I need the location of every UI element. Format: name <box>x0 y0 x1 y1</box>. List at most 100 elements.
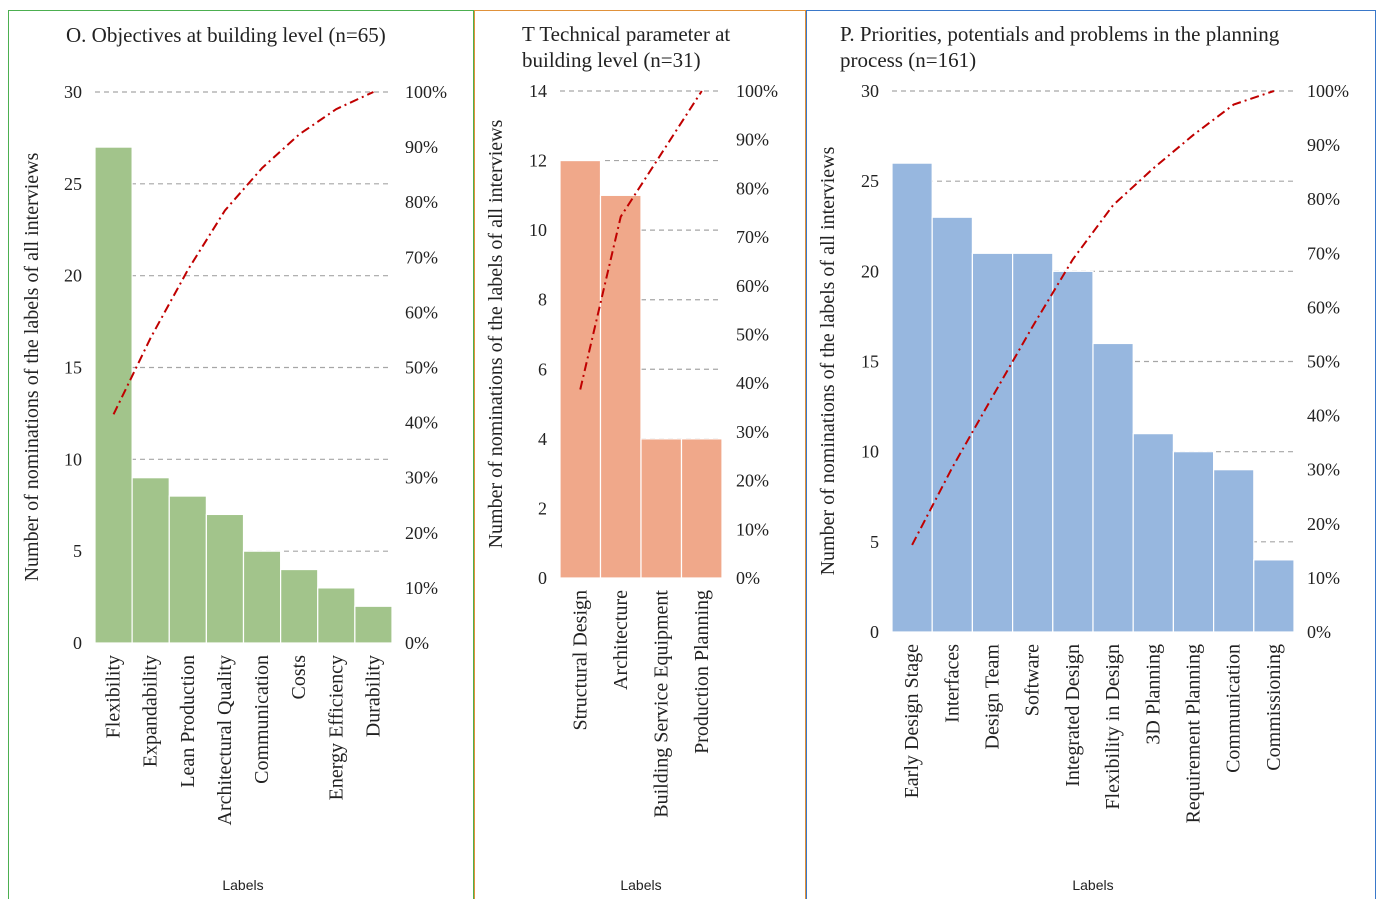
category-label: Interfaces <box>941 644 963 723</box>
bar <box>168 495 207 644</box>
y2-tick-label: 40% <box>405 413 438 433</box>
y-axis-label: Number of nominations of the labels of a… <box>485 119 507 548</box>
y-tick-label: 2 <box>538 498 547 518</box>
y2-tick-label: 40% <box>736 373 769 393</box>
chart-title: T Technical parameter at <box>522 22 730 46</box>
y2-tick-label: 80% <box>1307 189 1340 209</box>
y2-tick-label: 80% <box>736 178 769 198</box>
y2-tick-label: 100% <box>405 82 447 102</box>
y2-tick-label: 90% <box>405 137 438 157</box>
bar <box>599 194 642 579</box>
category-label: Architectural Quality <box>214 655 236 826</box>
category-label: Flexibility <box>103 655 125 738</box>
chart-title: building level (n=31) <box>522 48 701 72</box>
y2-tick-label: 80% <box>405 192 438 212</box>
y2-tick-label: 70% <box>1307 243 1340 263</box>
bar <box>205 513 245 644</box>
bar <box>1092 342 1134 633</box>
y-axis-label: Number of nominations of the labels of a… <box>817 146 839 575</box>
y-tick-label: 30 <box>64 82 82 102</box>
y2-tick-label: 30% <box>405 468 438 488</box>
y2-tick-label: 10% <box>405 578 438 598</box>
category-label: Communication <box>1223 644 1245 773</box>
category-label: Requirement Planning <box>1183 644 1205 823</box>
y-tick-label: 20 <box>64 266 82 286</box>
category-label: Flexibility in Design <box>1102 644 1124 810</box>
y2-tick-label: 90% <box>1307 135 1340 155</box>
y-tick-label: 30 <box>861 81 879 101</box>
bar <box>317 587 356 644</box>
bar <box>1132 433 1174 633</box>
y2-tick-label: 90% <box>736 130 769 150</box>
bar <box>1253 559 1295 633</box>
bar <box>1172 451 1215 633</box>
panel-objectives <box>8 10 474 899</box>
category-label: Architecture <box>610 590 632 690</box>
category-label: Communication <box>251 655 273 784</box>
category-label: Durability <box>362 655 384 737</box>
y-tick-label: 10 <box>64 449 82 469</box>
y2-tick-label: 50% <box>736 325 769 345</box>
category-label: Early Design Stage <box>901 644 923 799</box>
bar <box>971 252 1014 633</box>
x-axis-label: Labels <box>620 877 661 893</box>
bar <box>280 568 319 644</box>
y-tick-label: 10 <box>529 220 547 240</box>
y2-tick-label: 10% <box>736 519 769 539</box>
y-tick-label: 8 <box>538 290 547 310</box>
category-label: Integrated Design <box>1062 644 1084 787</box>
y-tick-label: 15 <box>64 358 82 378</box>
y2-tick-label: 50% <box>1307 352 1340 372</box>
bar <box>1212 469 1255 633</box>
y2-tick-label: 30% <box>1307 460 1340 480</box>
y2-tick-label: 70% <box>405 247 438 267</box>
y-axis-label: Number of nominations of the labels of a… <box>21 152 43 581</box>
bar <box>640 438 683 579</box>
bar <box>242 550 282 644</box>
bar <box>354 605 393 644</box>
category-label: Expandability <box>140 655 162 767</box>
category-label: Commissioning <box>1263 644 1285 771</box>
bar <box>559 159 602 579</box>
chart-title: P. Priorities, potentials and problems i… <box>840 22 1280 46</box>
bar <box>680 438 723 579</box>
y2-tick-label: 50% <box>405 358 438 378</box>
y2-tick-label: 0% <box>736 568 760 588</box>
y-tick-label: 5 <box>73 541 82 561</box>
y2-tick-label: 20% <box>405 523 438 543</box>
y-tick-label: 25 <box>64 174 82 194</box>
y-tick-label: 4 <box>538 429 547 449</box>
cumulative-line <box>579 90 703 390</box>
category-label: 3D Planning <box>1142 644 1164 745</box>
category-label: Building Service Equipment <box>650 590 672 818</box>
y2-tick-label: 20% <box>1307 514 1340 534</box>
y2-tick-label: 70% <box>736 227 769 247</box>
y-tick-label: 0 <box>538 568 547 588</box>
y2-tick-label: 100% <box>736 81 778 101</box>
y2-tick-label: 0% <box>405 633 429 653</box>
bar <box>891 162 933 633</box>
y-tick-label: 5 <box>870 532 879 552</box>
category-label: Costs <box>288 655 310 700</box>
x-axis-label: Labels <box>222 877 263 893</box>
category-label: Production Planning <box>691 590 713 754</box>
y-tick-label: 20 <box>861 261 879 281</box>
y-tick-label: 25 <box>861 171 879 191</box>
category-label: Structural Design <box>569 590 591 731</box>
bar <box>94 146 133 644</box>
x-axis-label: Labels <box>1072 877 1113 893</box>
category-label: Lean Production <box>177 655 199 788</box>
y2-tick-label: 0% <box>1307 622 1331 642</box>
y-tick-label: 15 <box>861 352 879 372</box>
y2-tick-label: 10% <box>1307 568 1340 588</box>
y-tick-label: 0 <box>870 622 879 642</box>
y-tick-label: 12 <box>529 151 547 171</box>
y-tick-label: 0 <box>73 633 82 653</box>
cumulative-line <box>911 90 1275 546</box>
category-label: Design Team <box>982 644 1004 750</box>
y2-tick-label: 60% <box>736 276 769 296</box>
y2-tick-label: 60% <box>405 302 438 322</box>
category-label: Energy Efficiency <box>325 655 347 800</box>
cumulative-line <box>112 91 374 415</box>
